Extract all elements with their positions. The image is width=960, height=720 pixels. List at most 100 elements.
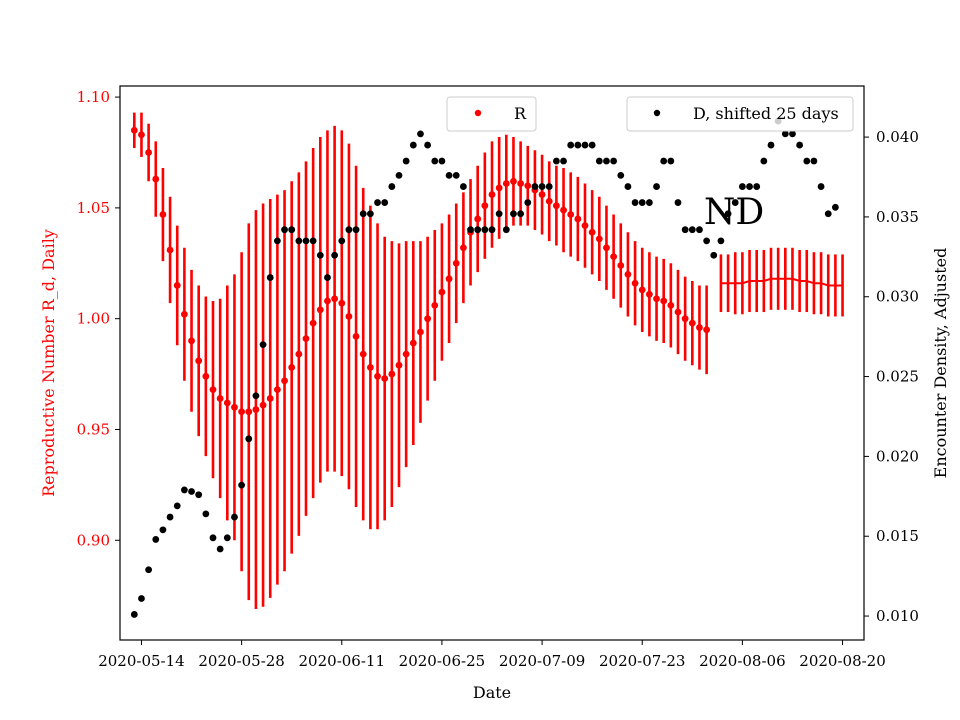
- y-right-tick-label: 0.035: [876, 208, 919, 226]
- x-tick-label: 2020-05-14: [98, 652, 184, 670]
- d-point: [631, 199, 639, 206]
- annotation-nd: ND: [704, 192, 764, 233]
- d-point: [452, 172, 460, 179]
- r-point: [138, 131, 145, 139]
- r-point: [488, 191, 496, 198]
- r-point: [295, 350, 303, 358]
- x-axis-title: Date: [473, 683, 511, 702]
- d-point: [488, 226, 496, 234]
- d-point: [445, 172, 453, 179]
- y-left-tick-label: 1.05: [77, 199, 110, 217]
- r-point: [459, 244, 467, 252]
- legend-d-label: D, shifted 25 days: [693, 104, 839, 123]
- d-point: [517, 210, 525, 218]
- d-point: [309, 237, 317, 245]
- r-point: [667, 301, 675, 309]
- d-point: [696, 226, 703, 234]
- d-point: [767, 141, 775, 149]
- d-point: [581, 141, 589, 149]
- d-point: [245, 435, 253, 443]
- d-point: [467, 226, 474, 234]
- d-point: [223, 534, 231, 542]
- d-point: [617, 172, 625, 179]
- d-point: [352, 226, 360, 234]
- d-point: [603, 157, 610, 165]
- r-point: [266, 395, 274, 402]
- d-point: [731, 199, 739, 206]
- r-point: [545, 197, 553, 205]
- d-point: [409, 141, 417, 149]
- r-point: [674, 308, 682, 316]
- d-point: [324, 274, 331, 281]
- y-left-tick-label: 1.00: [77, 310, 110, 328]
- r-point: [445, 275, 453, 283]
- d-point: [545, 183, 553, 190]
- r-point: [316, 306, 324, 314]
- legend-d: D, shifted 25 days: [626, 96, 854, 132]
- d-point: [252, 392, 260, 400]
- d-point: [302, 237, 310, 245]
- r-point: [209, 386, 217, 393]
- d-point: [760, 157, 768, 165]
- r-point: [524, 182, 532, 190]
- d-point: [510, 210, 517, 218]
- d-point: [173, 502, 181, 510]
- r-point: [481, 202, 489, 210]
- d-point: [180, 486, 188, 494]
- r-point: [159, 211, 167, 218]
- r-point: [495, 184, 503, 192]
- d-point: [338, 237, 346, 245]
- d-point: [288, 226, 296, 234]
- r-point: [452, 259, 460, 267]
- x-tick-label: 2020-06-25: [399, 652, 485, 670]
- d-point: [195, 491, 203, 499]
- d-point: [366, 210, 374, 218]
- d-point: [281, 226, 288, 234]
- d-point: [803, 157, 811, 165]
- d-point: [681, 226, 689, 234]
- y-right-tick-label: 0.020: [876, 447, 919, 465]
- r-point: [309, 319, 317, 327]
- r-point: [130, 126, 138, 134]
- x-tick-label: 2020-06-11: [299, 652, 385, 670]
- r-point: [152, 175, 160, 183]
- r-point: [180, 310, 188, 318]
- r-point: [223, 399, 231, 407]
- d-point: [481, 226, 489, 234]
- d-point: [459, 183, 467, 190]
- r-point: [388, 370, 396, 378]
- d-point: [667, 157, 675, 165]
- r-point: [438, 288, 446, 296]
- r-point: [567, 211, 575, 218]
- d-point: [209, 534, 217, 542]
- d-point: [567, 141, 575, 149]
- y-right-tick-label: 0.010: [876, 607, 919, 625]
- r-point: [624, 270, 632, 278]
- r-point: [510, 177, 517, 185]
- d-point: [531, 183, 539, 190]
- d-point: [402, 157, 410, 165]
- d-point: [710, 251, 718, 259]
- d-point: [273, 237, 281, 245]
- d-point: [610, 157, 618, 165]
- r-point: [595, 235, 603, 243]
- d-point: [552, 157, 560, 165]
- d-point: [259, 341, 267, 349]
- d-point: [188, 488, 195, 495]
- r-point: [202, 372, 210, 380]
- d-point: [438, 157, 446, 165]
- axes: 2020-05-14 2020-05-28 2020-06-11 2020-06-25…: [77, 88, 919, 670]
- y-axis-title-right: Encounter Density, Adjusted: [931, 248, 950, 479]
- d-point: [424, 141, 432, 149]
- r-point: [431, 301, 439, 309]
- d-point: [688, 226, 696, 234]
- r-extension-line: [720, 277, 843, 287]
- r-point: [538, 191, 546, 198]
- r-point: [653, 295, 660, 303]
- r-point: [331, 295, 339, 303]
- d-point: [645, 199, 653, 206]
- d-point: [660, 157, 668, 165]
- r-point: [588, 228, 596, 236]
- r-point: [409, 339, 417, 347]
- legend-r-box: [446, 96, 537, 132]
